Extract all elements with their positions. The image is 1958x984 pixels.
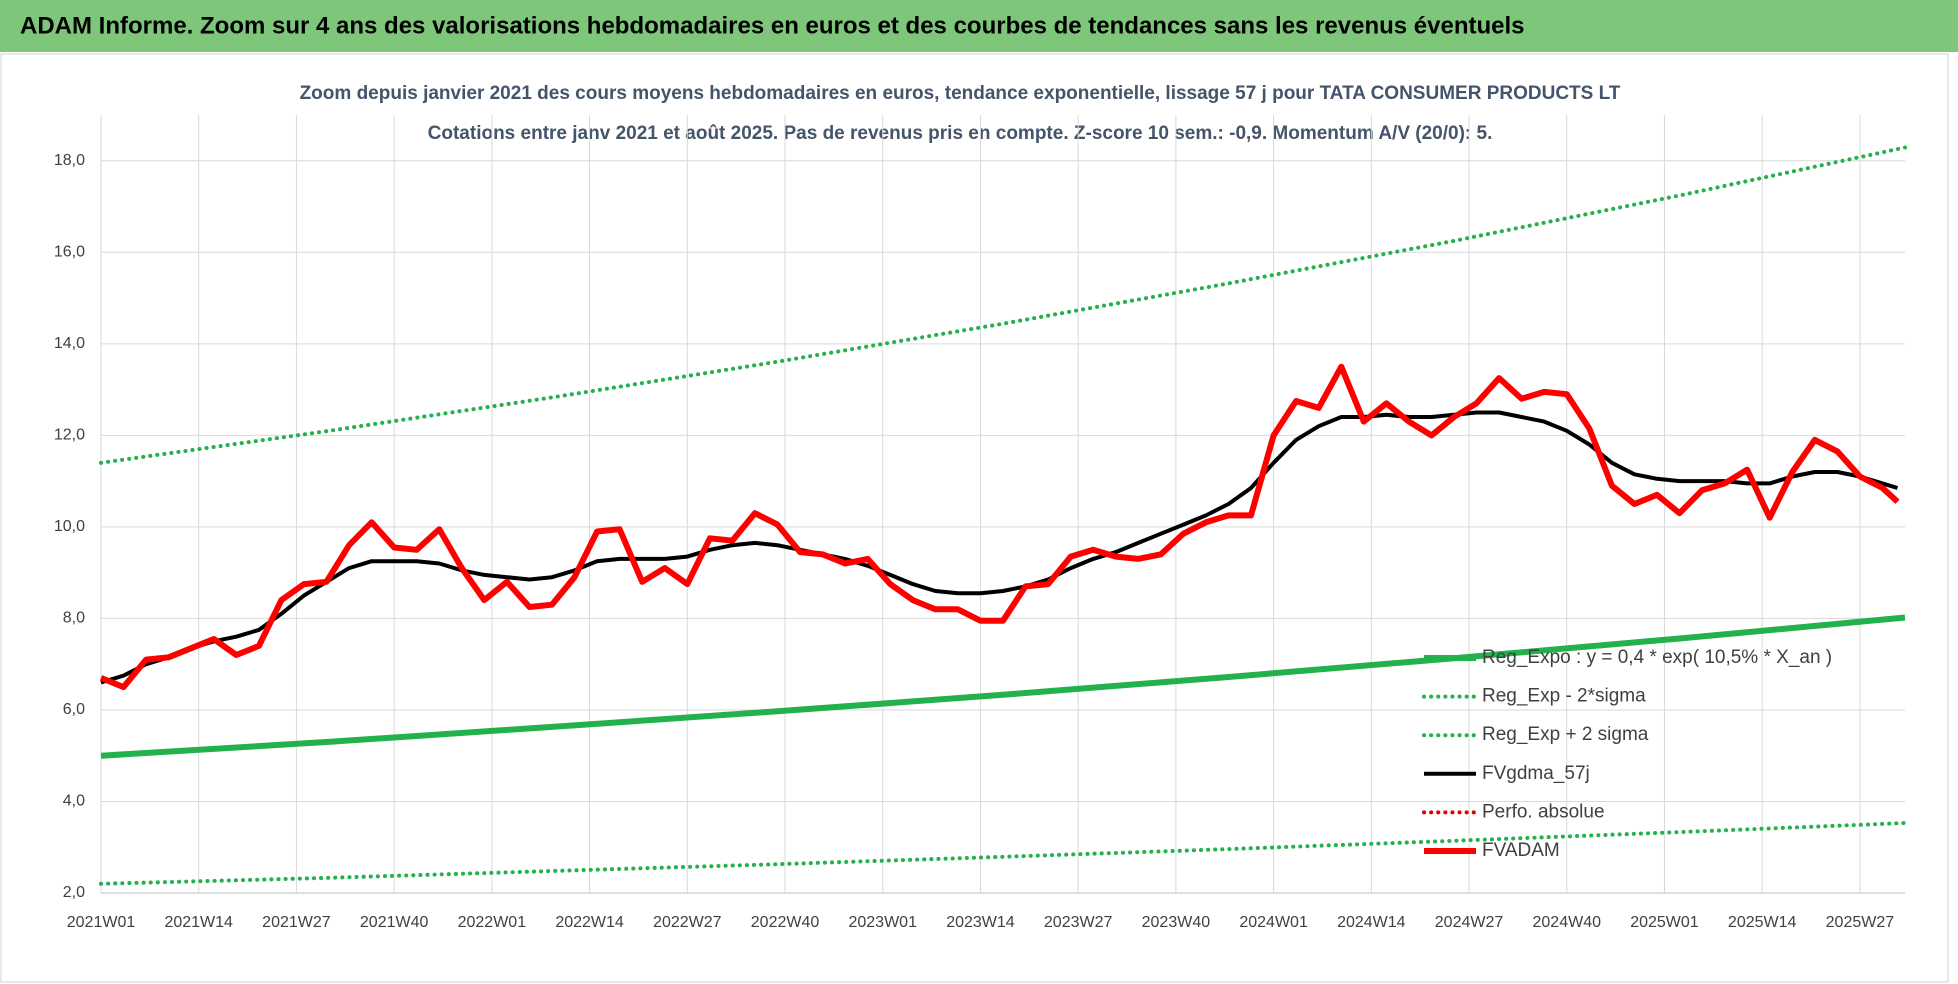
y-tick-label: 18,0	[54, 152, 85, 169]
x-tick-label: 2024W01	[1239, 914, 1308, 931]
x-tick-label: 2021W14	[164, 914, 233, 931]
x-tick-label: 2021W27	[262, 914, 331, 931]
series-line	[99, 145, 1907, 465]
x-tick-label: 2022W40	[751, 914, 820, 931]
x-tick-label: 2021W40	[360, 914, 429, 931]
legend-label: Reg_Exp - 2*sigma	[1482, 686, 1646, 707]
chart-frame	[0, 53, 1949, 983]
x-tick-label: 2021W01	[67, 914, 136, 931]
chart-title: Zoom depuis janvier 2021 des cours moyen…	[300, 83, 1621, 104]
x-tick-label: 2022W01	[458, 914, 527, 931]
series-line	[99, 363, 1900, 691]
x-tick-label: 2022W14	[555, 914, 624, 931]
y-tick-label: 10,0	[54, 518, 85, 535]
x-tick-label: 2025W14	[1728, 914, 1797, 931]
y-tick-label: 12,0	[54, 427, 85, 444]
legend-label: FVADAM	[1482, 840, 1560, 861]
x-tick-label: 2023W14	[946, 914, 1015, 931]
chart-subtitle: Cotations entre janv 2021 et août 2025. …	[428, 123, 1493, 144]
series-line	[100, 410, 1899, 685]
x-tick-label: 2024W27	[1435, 914, 1504, 931]
legend-label: Reg_Exp + 2 sigma	[1482, 724, 1649, 745]
y-tick-label: 2,0	[63, 884, 85, 901]
x-tick-label: 2024W40	[1533, 914, 1602, 931]
y-tick-label: 4,0	[63, 793, 85, 810]
legend-label: Perfo. absolue	[1482, 801, 1605, 822]
x-tick-label: 2023W01	[848, 914, 917, 931]
header-bar	[0, 0, 1958, 52]
series-line	[99, 821, 1907, 886]
series-line	[100, 614, 1906, 759]
x-tick-label: 2023W40	[1142, 914, 1211, 931]
legend-label: FVgdma_57j	[1482, 763, 1590, 784]
y-tick-label: 16,0	[54, 244, 85, 261]
header-title: ADAM Informe. Zoom sur 4 ans des valoris…	[20, 12, 1525, 39]
x-tick-label: 2025W27	[1826, 914, 1895, 931]
x-tick-label: 2023W27	[1044, 914, 1113, 931]
x-tick-label: 2025W01	[1630, 914, 1699, 931]
y-tick-label: 14,0	[54, 335, 85, 352]
x-tick-label: 2024W14	[1337, 914, 1406, 931]
x-tick-label: 2022W27	[653, 914, 722, 931]
y-tick-label: 8,0	[63, 610, 85, 627]
y-tick-label: 6,0	[63, 701, 85, 718]
legend-label: Reg_Expo : y = 0,4 * exp( 10,5% * X_an )	[1482, 647, 1832, 668]
